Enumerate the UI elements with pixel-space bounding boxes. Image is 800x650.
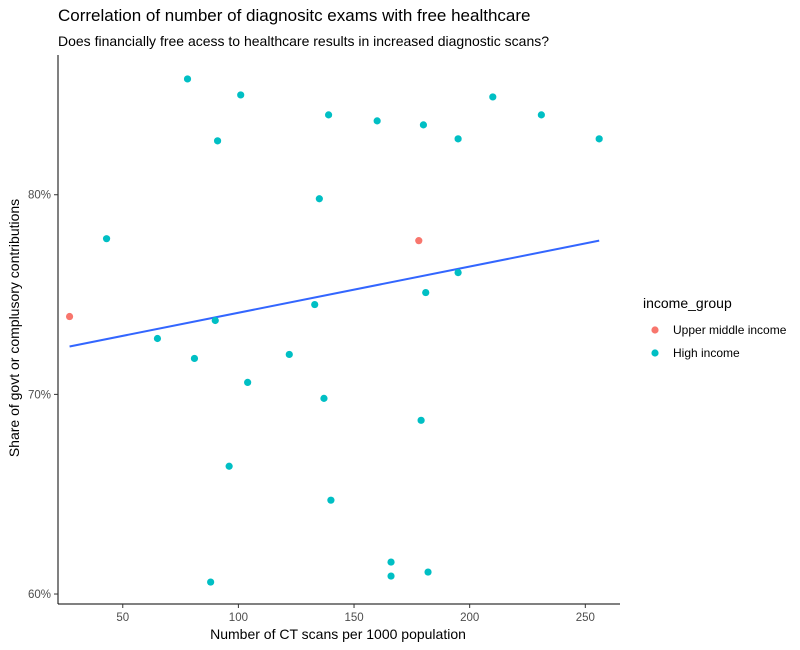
- data-point: [454, 269, 462, 277]
- data-point: [422, 288, 430, 297]
- data-point: [387, 572, 395, 580]
- data-point: [489, 93, 497, 101]
- chart-subtitle: Does financially free acess to healthcar…: [58, 33, 550, 49]
- legend-label: High income: [673, 346, 740, 360]
- legend-key: [651, 349, 659, 357]
- axes-group: 50 100 150 200 250 60% 70% 80%: [28, 55, 620, 624]
- data-point: [415, 237, 423, 245]
- data-point: [237, 91, 245, 99]
- points-group: [65, 75, 603, 586]
- legend-key: [651, 326, 659, 334]
- data-point: [327, 496, 335, 504]
- data-point: [387, 558, 395, 566]
- data-point: [324, 111, 333, 119]
- data-point: [211, 316, 219, 325]
- chart-title: Correlation of number of diagnositc exam…: [58, 6, 531, 25]
- x-tick-label: 150: [344, 612, 363, 624]
- data-point: [190, 354, 199, 363]
- data-point: [65, 312, 74, 321]
- x-tick-label: 250: [576, 612, 595, 624]
- data-point: [225, 462, 233, 470]
- x-axis-title: Number of CT scans per 1000 population: [210, 626, 466, 642]
- y-tick-label: 80%: [28, 190, 51, 202]
- legend-label: Upper middle income: [673, 323, 787, 337]
- data-point: [537, 111, 545, 119]
- y-tick-label: 70%: [28, 389, 51, 401]
- data-point: [419, 121, 428, 129]
- x-tick-label: 50: [116, 612, 129, 624]
- data-point: [207, 578, 215, 586]
- data-point: [373, 117, 381, 125]
- trend-line: [69, 239, 600, 348]
- x-tick-label: 100: [229, 612, 248, 624]
- data-point: [285, 350, 293, 359]
- data-point: [183, 75, 192, 83]
- data-point: [315, 195, 323, 203]
- legend: income_group Upper middle income High inc…: [643, 295, 787, 360]
- trend-line-group: [69, 239, 600, 348]
- data-point: [320, 394, 328, 402]
- data-point: [454, 135, 462, 143]
- data-point: [153, 334, 162, 343]
- data-point: [417, 416, 425, 424]
- legend-title: income_group: [643, 295, 732, 311]
- x-tick-label: 200: [460, 612, 479, 624]
- data-point: [311, 300, 319, 309]
- data-point: [244, 378, 252, 387]
- y-axis-title: Share of govt or complusory contribution…: [6, 199, 22, 457]
- data-point: [424, 568, 432, 576]
- y-tick-label: 60%: [28, 589, 51, 601]
- data-point: [213, 137, 222, 145]
- data-point: [102, 235, 111, 243]
- data-point: [595, 135, 603, 143]
